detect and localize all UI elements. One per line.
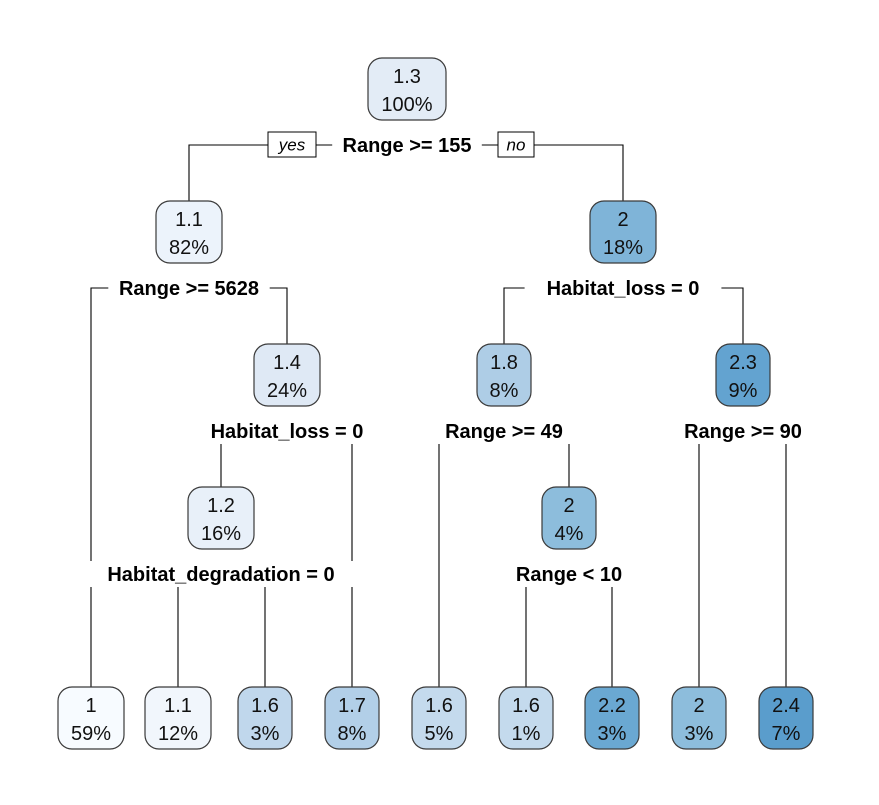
node-percent: 59% bbox=[71, 723, 111, 745]
node-value: 2 bbox=[617, 209, 628, 231]
node-value: 1 bbox=[85, 695, 96, 717]
branch-line-6 bbox=[698, 430, 787, 687]
node-percent: 24% bbox=[267, 380, 307, 402]
node-value: 1.8 bbox=[490, 352, 518, 374]
split-labels: Range >= 155 Range >= 5628 Habitat_loss = … bbox=[81, 132, 812, 587]
tree-node: 1.216% bbox=[187, 486, 255, 550]
node-box bbox=[715, 343, 771, 407]
branch-line-8 bbox=[525, 573, 613, 687]
yes-no-labels: yes no bbox=[267, 131, 535, 158]
node-value: 1.6 bbox=[512, 695, 540, 717]
node-value: 1.6 bbox=[251, 695, 279, 717]
split-label: Range >= 155 bbox=[343, 135, 472, 157]
node-value: 1.1 bbox=[164, 695, 192, 717]
node-percent: 3% bbox=[685, 723, 714, 745]
tree-node: 2.39% bbox=[715, 343, 771, 407]
tree-node: 1.112% bbox=[144, 686, 212, 750]
node-box bbox=[367, 57, 447, 121]
tree-node: 1.424% bbox=[253, 343, 321, 407]
node-box bbox=[589, 200, 657, 264]
tree-node: 1.61% bbox=[498, 686, 554, 750]
tree-node: 24% bbox=[541, 486, 597, 550]
node-percent: 1% bbox=[512, 723, 541, 745]
split-label-bg bbox=[506, 561, 632, 587]
node-box bbox=[476, 343, 532, 407]
node-box bbox=[155, 200, 223, 264]
node-box bbox=[411, 686, 467, 750]
split-label: Range >= 90 bbox=[684, 421, 802, 443]
no-label-text: no bbox=[507, 136, 526, 155]
node-percent: 3% bbox=[251, 723, 280, 745]
node-value: 2.4 bbox=[772, 695, 800, 717]
node-value: 1.3 bbox=[393, 66, 421, 88]
split-label-bg bbox=[674, 418, 812, 444]
node-percent: 8% bbox=[338, 723, 367, 745]
node-box bbox=[237, 686, 293, 750]
yes-label-text: yes bbox=[278, 136, 306, 155]
split-label-bg bbox=[435, 418, 573, 444]
node-percent: 5% bbox=[425, 723, 454, 745]
no-label-box bbox=[497, 131, 535, 158]
node-box bbox=[324, 686, 380, 750]
node-value: 1.2 bbox=[207, 495, 235, 517]
branch-line-5 bbox=[438, 430, 570, 687]
node-percent: 18% bbox=[603, 237, 643, 259]
node-value: 2.2 bbox=[598, 695, 626, 717]
node-value: 1.1 bbox=[175, 209, 203, 231]
node-value: 2 bbox=[563, 495, 574, 517]
tree-node: 2.23% bbox=[584, 686, 640, 750]
tree-node: 159% bbox=[57, 686, 125, 750]
tree-node: 1.65% bbox=[411, 686, 467, 750]
node-box bbox=[57, 686, 125, 750]
branch-line-4 bbox=[220, 430, 353, 687]
split-label: Habitat_loss = 0 bbox=[211, 421, 364, 443]
tree-node: 1.78% bbox=[324, 686, 380, 750]
node-box bbox=[144, 686, 212, 750]
tree-node: 23% bbox=[671, 686, 727, 750]
node-value: 2.3 bbox=[729, 352, 757, 374]
node-percent: 12% bbox=[158, 723, 198, 745]
node-percent: 3% bbox=[598, 723, 627, 745]
tree-node: 1.3 100% bbox=[367, 57, 447, 121]
branch-line-7 bbox=[177, 573, 266, 687]
tree-node: 218% bbox=[589, 200, 657, 264]
tree-node: 2.47% bbox=[758, 686, 814, 750]
node-value: 1.4 bbox=[273, 352, 301, 374]
node-percent: 82% bbox=[169, 237, 209, 259]
node-box bbox=[671, 686, 727, 750]
node-box bbox=[253, 343, 321, 407]
node-percent: 8% bbox=[490, 380, 519, 402]
node-percent: 9% bbox=[729, 380, 758, 402]
split-label-bg bbox=[81, 561, 361, 587]
node-value: 2 bbox=[693, 695, 704, 717]
split-label: Range >= 49 bbox=[445, 421, 563, 443]
split-label: Habitat_degradation = 0 bbox=[107, 564, 334, 586]
split-label-bg bbox=[332, 132, 482, 158]
split-label-bg bbox=[188, 418, 386, 444]
node-percent: 16% bbox=[201, 523, 241, 545]
node-percent: 7% bbox=[772, 723, 801, 745]
node-value: 1.6 bbox=[425, 695, 453, 717]
split-label-bg bbox=[108, 275, 270, 301]
tree-node: 1.88% bbox=[476, 343, 532, 407]
tree-nodes: 1.3100%1.182%218%1.424%1.88%2.39%1.216%2… bbox=[57, 57, 814, 750]
tree-node: 1.182% bbox=[155, 200, 223, 264]
node-percent: 100% bbox=[381, 94, 432, 116]
node-box bbox=[584, 686, 640, 750]
split-label: Habitat_loss = 0 bbox=[547, 278, 700, 300]
split-label-bg bbox=[524, 275, 722, 301]
node-box bbox=[187, 486, 255, 550]
node-box bbox=[758, 686, 814, 750]
no-label: no bbox=[497, 131, 535, 158]
yes-label: yes bbox=[267, 131, 317, 158]
node-percent: 4% bbox=[555, 523, 584, 545]
tree-node: 1.63% bbox=[237, 686, 293, 750]
node-box bbox=[541, 486, 597, 550]
split-label: Range < 10 bbox=[516, 564, 622, 586]
node-box bbox=[498, 686, 554, 750]
split-label: Range >= 5628 bbox=[119, 278, 259, 300]
node-value: 1.7 bbox=[338, 695, 366, 717]
yes-label-box bbox=[267, 131, 317, 158]
